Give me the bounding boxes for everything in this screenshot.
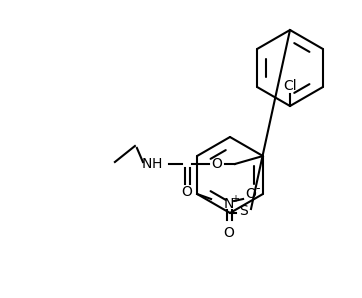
Text: O: O <box>211 157 222 171</box>
Text: O: O <box>224 226 235 240</box>
Text: O: O <box>246 187 257 201</box>
Text: +: + <box>231 194 239 204</box>
Text: Cl: Cl <box>283 79 297 93</box>
Text: O: O <box>181 185 192 199</box>
Text: N: N <box>142 157 152 171</box>
Text: N: N <box>224 197 234 211</box>
Text: -: - <box>256 182 260 195</box>
Text: H: H <box>152 157 162 171</box>
Text: S: S <box>240 204 248 218</box>
